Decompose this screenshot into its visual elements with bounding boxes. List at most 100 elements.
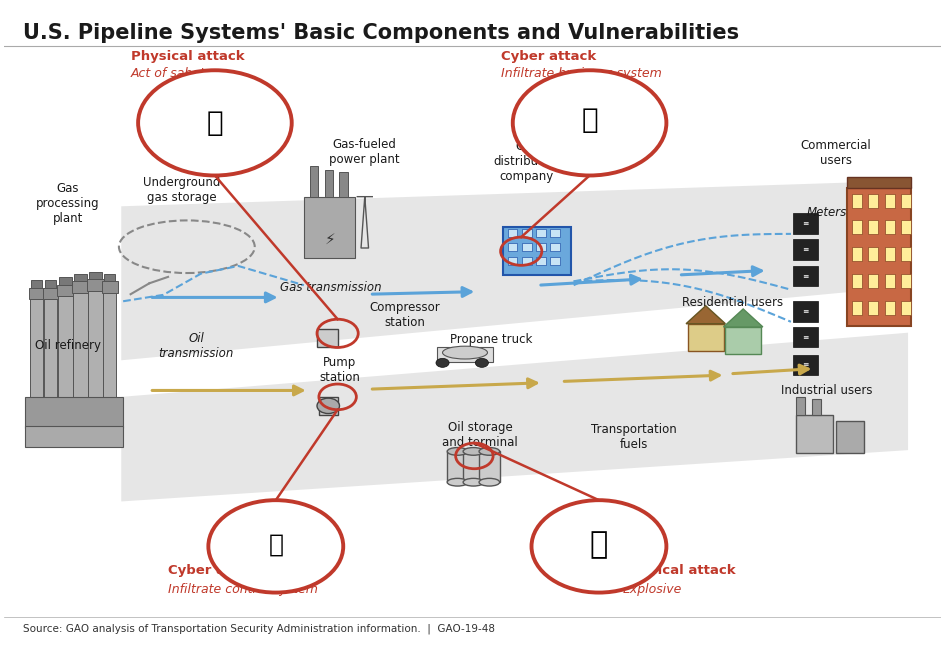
FancyBboxPatch shape (900, 220, 910, 234)
Circle shape (531, 500, 666, 593)
Polygon shape (685, 306, 725, 324)
Ellipse shape (447, 478, 467, 486)
FancyBboxPatch shape (851, 220, 861, 234)
Ellipse shape (442, 346, 487, 359)
FancyBboxPatch shape (884, 247, 894, 261)
FancyBboxPatch shape (103, 293, 115, 407)
FancyBboxPatch shape (792, 239, 818, 259)
FancyBboxPatch shape (436, 348, 493, 361)
FancyBboxPatch shape (447, 451, 467, 482)
FancyBboxPatch shape (45, 280, 56, 288)
FancyBboxPatch shape (57, 285, 75, 296)
FancyBboxPatch shape (884, 220, 894, 234)
Text: ≡: ≡ (801, 272, 808, 281)
Ellipse shape (463, 448, 483, 455)
FancyBboxPatch shape (324, 170, 332, 197)
FancyBboxPatch shape (795, 397, 804, 415)
FancyBboxPatch shape (508, 243, 517, 251)
Text: Compressor
station: Compressor station (369, 302, 440, 330)
FancyBboxPatch shape (508, 257, 517, 265)
Text: Transportation
fuels: Transportation fuels (590, 423, 676, 451)
FancyBboxPatch shape (101, 281, 117, 293)
Text: Physical attack: Physical attack (622, 564, 735, 577)
Text: ≡: ≡ (801, 333, 808, 342)
FancyBboxPatch shape (522, 257, 531, 265)
FancyBboxPatch shape (792, 327, 818, 348)
FancyBboxPatch shape (522, 243, 531, 251)
FancyBboxPatch shape (851, 247, 861, 261)
Text: 💣: 💣 (589, 530, 607, 559)
Text: Act of sabotage: Act of sabotage (130, 67, 228, 80)
Circle shape (475, 358, 488, 367)
FancyBboxPatch shape (508, 229, 517, 237)
FancyBboxPatch shape (846, 188, 910, 326)
Text: Oil storage
and terminal: Oil storage and terminal (442, 421, 517, 449)
FancyBboxPatch shape (44, 300, 57, 402)
FancyBboxPatch shape (884, 301, 894, 315)
FancyBboxPatch shape (725, 327, 760, 354)
FancyBboxPatch shape (31, 280, 42, 288)
FancyBboxPatch shape (792, 266, 818, 287)
FancyBboxPatch shape (549, 243, 559, 251)
Text: U.S. Pipeline Systems' Basic Components and Vulnerabilities: U.S. Pipeline Systems' Basic Components … (23, 23, 738, 44)
Text: 🧍: 🧍 (207, 109, 223, 137)
FancyBboxPatch shape (851, 194, 861, 208)
FancyBboxPatch shape (87, 280, 104, 291)
FancyBboxPatch shape (89, 291, 102, 410)
FancyBboxPatch shape (104, 274, 114, 281)
FancyBboxPatch shape (479, 451, 499, 482)
Text: ≡: ≡ (801, 245, 808, 254)
FancyBboxPatch shape (310, 166, 317, 197)
FancyBboxPatch shape (687, 324, 723, 350)
FancyBboxPatch shape (884, 194, 894, 208)
Ellipse shape (463, 478, 483, 486)
FancyBboxPatch shape (900, 194, 910, 208)
Polygon shape (121, 181, 907, 360)
FancyBboxPatch shape (867, 301, 877, 315)
FancyBboxPatch shape (900, 274, 910, 288)
FancyBboxPatch shape (900, 247, 910, 261)
FancyBboxPatch shape (28, 288, 44, 300)
FancyBboxPatch shape (851, 301, 861, 315)
Text: Propane truck: Propane truck (449, 333, 531, 346)
FancyBboxPatch shape (867, 220, 877, 234)
Text: 💻: 💻 (581, 106, 598, 134)
FancyBboxPatch shape (867, 194, 877, 208)
FancyBboxPatch shape (25, 397, 123, 428)
Ellipse shape (479, 448, 499, 455)
FancyBboxPatch shape (59, 277, 72, 285)
Text: Pump
station: Pump station (319, 356, 360, 384)
FancyBboxPatch shape (522, 229, 531, 237)
FancyBboxPatch shape (25, 426, 123, 447)
FancyBboxPatch shape (792, 213, 818, 234)
FancyBboxPatch shape (463, 451, 483, 482)
Text: 💻: 💻 (268, 532, 283, 556)
FancyBboxPatch shape (59, 296, 73, 405)
Text: Underground
gas storage: Underground gas storage (143, 176, 221, 204)
Text: Infiltrate control system: Infiltrate control system (168, 583, 317, 596)
Text: Commercial
users: Commercial users (800, 139, 870, 167)
Text: Cyber attack: Cyber attack (500, 50, 596, 63)
FancyBboxPatch shape (72, 281, 90, 293)
FancyBboxPatch shape (851, 274, 861, 288)
FancyBboxPatch shape (835, 421, 863, 453)
Circle shape (316, 398, 339, 413)
FancyBboxPatch shape (316, 329, 337, 347)
Ellipse shape (447, 448, 467, 455)
FancyBboxPatch shape (503, 227, 570, 275)
Ellipse shape (479, 478, 499, 486)
Text: Gas
processing
plant: Gas processing plant (36, 181, 99, 225)
Text: Oil
transmission: Oil transmission (159, 332, 233, 359)
FancyBboxPatch shape (339, 172, 347, 197)
Text: Explosive: Explosive (622, 583, 681, 596)
Text: Infiltrate business system: Infiltrate business system (500, 67, 661, 80)
FancyBboxPatch shape (318, 397, 337, 415)
FancyBboxPatch shape (90, 272, 101, 280)
Text: Gas transmission: Gas transmission (280, 281, 381, 294)
FancyBboxPatch shape (304, 197, 355, 257)
FancyBboxPatch shape (74, 293, 88, 408)
FancyBboxPatch shape (535, 243, 545, 251)
FancyBboxPatch shape (811, 399, 820, 415)
FancyBboxPatch shape (792, 354, 818, 375)
Text: Source: GAO analysis of Transportation Security Administration information.  |  : Source: GAO analysis of Transportation S… (23, 624, 495, 634)
